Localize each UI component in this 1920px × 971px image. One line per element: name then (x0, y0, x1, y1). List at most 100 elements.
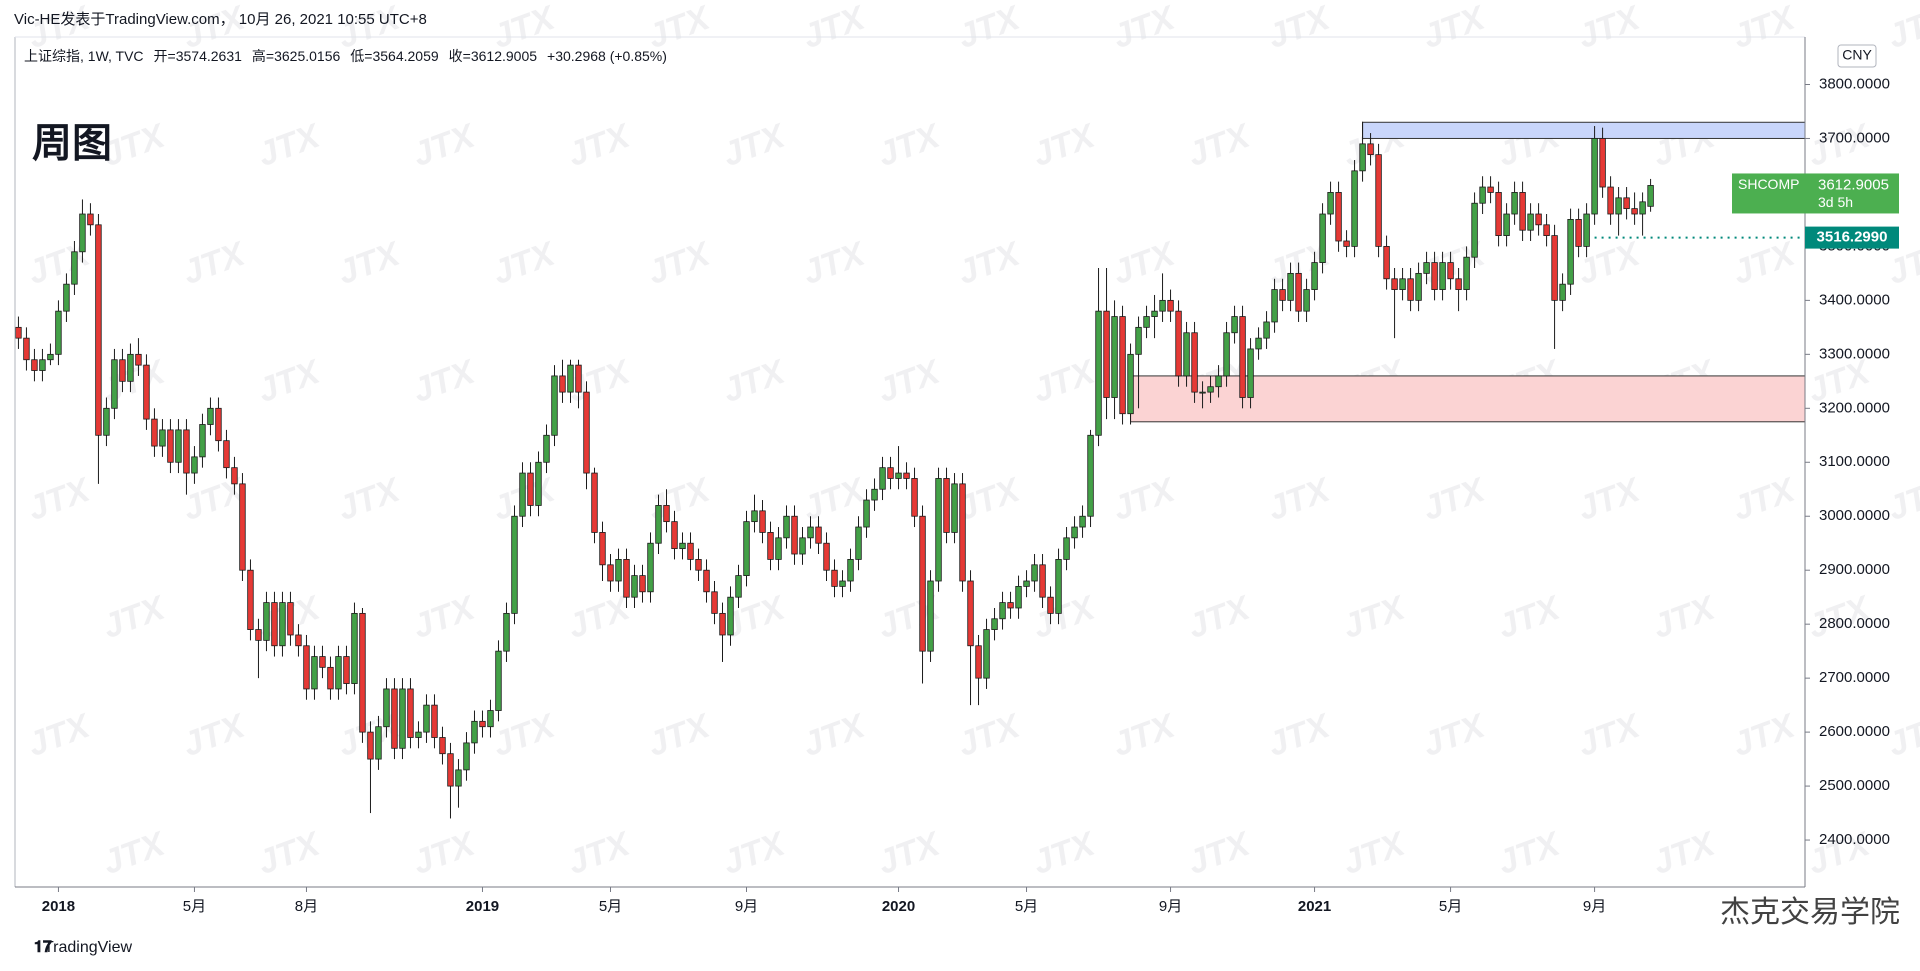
candle-body (1399, 278, 1406, 290)
candle-body (1511, 192, 1518, 215)
candle-body (1135, 326, 1142, 355)
candle-body (399, 688, 406, 749)
x-tick-label: 5月 (183, 898, 206, 915)
candle-body (1423, 262, 1430, 274)
candle-body (343, 656, 350, 684)
candle-body (863, 499, 870, 528)
candle-body (839, 580, 846, 587)
legend-high: 3625.0156 (274, 48, 340, 64)
brand-logo: 𝟏𝟕 (34, 939, 52, 956)
candle-body (711, 591, 718, 614)
candle-body (1239, 316, 1246, 398)
candle-body (207, 407, 214, 425)
candle-body (935, 478, 942, 582)
candle-body (1159, 299, 1166, 312)
candle-body (215, 407, 222, 442)
candle-body (375, 726, 382, 760)
candle-body (687, 542, 694, 560)
candle-body (1191, 332, 1198, 393)
y-tick-label: 3000.0000 (1819, 507, 1890, 524)
candle-body (351, 612, 358, 684)
candle-body (887, 467, 894, 479)
candle-body (1111, 316, 1118, 398)
candle-body (975, 645, 982, 679)
candle-body (503, 612, 510, 652)
symbol-tag: SHCOMP (1738, 176, 1799, 192)
candle-body (1063, 537, 1070, 560)
candle-body (119, 359, 126, 382)
last-price: 3612.9005 (1818, 176, 1889, 193)
candle-body (591, 472, 598, 533)
candle-body (1359, 143, 1366, 172)
candle-body (271, 602, 278, 647)
candle-body (1311, 262, 1318, 290)
candle-body (775, 537, 782, 560)
currency-box[interactable] (1837, 44, 1877, 68)
candle-body (199, 424, 206, 458)
candle-body (1543, 224, 1550, 237)
candle-body (647, 542, 654, 593)
candle-body (1455, 278, 1462, 290)
candle-body (1343, 240, 1350, 247)
candle-body (279, 602, 286, 647)
candle-body (871, 488, 878, 501)
candle-body (759, 510, 766, 533)
candle-body (847, 559, 854, 582)
candle-body (895, 472, 902, 479)
candle-body (743, 521, 750, 577)
candle-body (359, 612, 366, 733)
candle-body (79, 213, 86, 253)
legend-change: +30.2968 (+0.85%) (547, 48, 667, 64)
legend-low: 3564.2059 (372, 48, 438, 64)
candle-body (1335, 192, 1342, 242)
candle-body (719, 612, 726, 636)
candle-body (1079, 515, 1086, 528)
candle-body (639, 575, 646, 593)
candle-body (1223, 332, 1230, 377)
candle-body (167, 429, 174, 463)
candle-body (695, 559, 702, 571)
candle-body (55, 310, 62, 355)
candle-body (1599, 138, 1606, 188)
candle-body (239, 483, 246, 571)
candle-body (287, 602, 294, 636)
candle-body (1503, 213, 1510, 237)
candle-body (47, 353, 54, 361)
currency[interactable]: CNY (1842, 47, 1872, 63)
candle-body (487, 710, 494, 728)
candle-body (1407, 278, 1414, 301)
symbol: 上证综指, 1W, TVC (24, 48, 144, 64)
y-tick-label: 2800.0000 (1819, 615, 1890, 632)
candle-body (1127, 353, 1134, 415)
candle-body (1583, 213, 1590, 247)
candle-body (631, 575, 638, 598)
candle-body (151, 418, 158, 447)
candle-body (255, 629, 262, 641)
last-price-box (1732, 173, 1899, 214)
candle-body (1591, 138, 1598, 215)
candle-body (879, 467, 886, 490)
candle-body (1615, 197, 1622, 215)
x-tick-label: 2021 (1298, 898, 1331, 915)
candle-body (1439, 262, 1446, 290)
candle-body (1103, 310, 1110, 398)
zone (1130, 375, 1806, 423)
candle-body (1175, 310, 1182, 377)
candle-body (1167, 299, 1174, 312)
candle-body (1319, 213, 1326, 263)
candle-body (335, 656, 342, 690)
candle-body (1039, 564, 1046, 598)
candle-body (511, 515, 518, 614)
candle-body (1559, 283, 1566, 301)
candle-body (71, 251, 78, 285)
candle-body (767, 532, 774, 560)
candle-body (15, 326, 22, 339)
candle-body (439, 737, 446, 755)
candle-body (1447, 262, 1454, 280)
candle-body (1463, 256, 1470, 290)
brand: TradingView (44, 939, 132, 956)
candle-body (519, 472, 526, 517)
byline: Vic-HE发表于TradingView.com， 10月 26, 2021 1… (14, 11, 427, 28)
x-tick-label: 5月 (1439, 898, 1462, 915)
